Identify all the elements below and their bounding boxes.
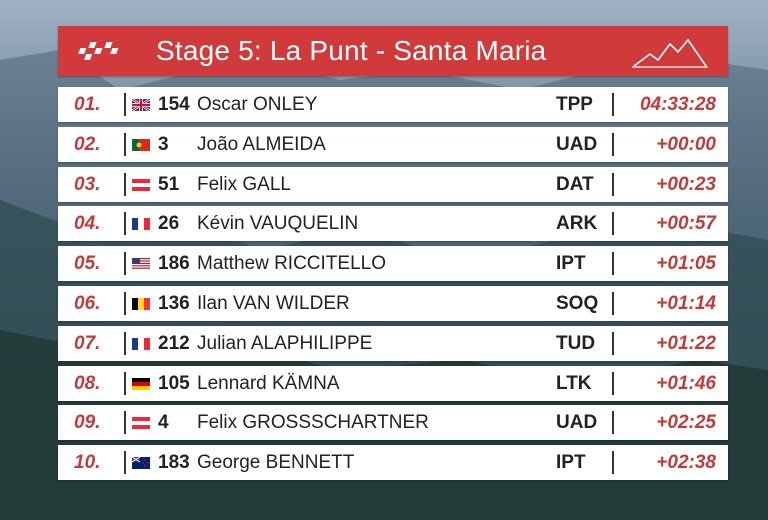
rider-name: Julian ALAPHILIPPE (197, 332, 373, 354)
position: 04. (74, 213, 101, 235)
bib-number: 3 (158, 133, 169, 155)
divider (124, 371, 126, 395)
divider (124, 132, 126, 156)
result-row: 02. 3 João ALMEIDA UAD +00:00 (58, 126, 728, 162)
at-flag-icon (132, 416, 150, 430)
rider-name: Kévin VAUQUELIN (197, 213, 359, 235)
divider (124, 291, 126, 315)
team-code: DAT (556, 173, 594, 195)
divider (124, 411, 126, 435)
divider (612, 252, 614, 276)
bib-number: 154 (158, 94, 190, 115)
team-code: IPT (556, 253, 586, 275)
result-row: 09. 4 Felix GROSSSCHARTNER UAD +02:25 (58, 405, 728, 441)
team-code: SOQ (556, 292, 599, 314)
nz-flag-icon (131, 456, 150, 470)
us-flag-icon (132, 257, 150, 271)
position: 07. (74, 332, 101, 354)
time-gap: +00:00 (656, 133, 716, 155)
bib-number: 183 (158, 452, 190, 474)
rider-name: Matthew RICCITELLO (197, 253, 386, 275)
fr-flag-icon (132, 337, 150, 350)
divider (612, 411, 614, 435)
time-gap: +02:25 (656, 412, 716, 434)
team-code: UAD (556, 412, 598, 434)
time-gap: +01:05 (656, 253, 716, 275)
divider (612, 371, 614, 395)
time-gap: +00:57 (656, 213, 716, 235)
result-row: 10. 183 George BENNETT IPT +02:38 (58, 445, 728, 481)
team-code: IPT (556, 452, 586, 474)
rider-name: Lennard KÄMNA (197, 372, 340, 394)
divider (612, 172, 614, 196)
pt-flag-icon (132, 138, 150, 151)
rider-name: Ilan VAN WILDER (197, 292, 350, 314)
at-flag-icon (132, 178, 150, 191)
result-row: 04. 26 Kévin VAUQUELIN ARK +00:57 (58, 206, 728, 242)
bib-number: 4 (158, 412, 169, 434)
result-row: 06. 136 Ilan VAN WILDER SOQ +01:14 (58, 285, 728, 321)
position: 05. (74, 253, 101, 275)
bib-number: 212 (158, 332, 190, 354)
result-row: 05. 186 Matthew RICCITELLO IPT +01:05 (58, 246, 728, 282)
result-row: 01. 154 Oscar ONLEY TPP 04:33:28 (58, 87, 728, 122)
divider (124, 252, 126, 276)
time-gap: +01:14 (656, 292, 716, 314)
time-gap: 04:33:28 (639, 94, 716, 115)
team-code: TUD (556, 332, 596, 354)
mountain-profile-icon (632, 38, 708, 68)
bib-number: 186 (158, 253, 190, 275)
divider (612, 212, 614, 236)
divider (612, 132, 614, 156)
team-code: UAD (556, 133, 598, 155)
position: 01. (74, 94, 101, 115)
bib-number: 51 (158, 173, 180, 195)
bib-number: 26 (158, 213, 180, 235)
gb-flag-icon (131, 98, 151, 112)
divider (612, 291, 614, 315)
divider (124, 331, 126, 355)
rider-name: George BENNETT (197, 452, 355, 474)
time-gap: +01:22 (656, 332, 716, 354)
bib-number: 136 (158, 292, 190, 314)
team-code: ARK (556, 213, 598, 235)
results-list: 01. 154 Oscar ONLEY TPP 04:33:28 02. 3 João ALM… (58, 87, 728, 481)
stage-title: Stage 5: La Punt - Santa Maria (156, 35, 547, 66)
time-gap: +00:23 (656, 173, 716, 195)
divider (124, 451, 126, 475)
stage-header: Stage 5: La Punt - Santa Maria (58, 26, 728, 76)
divider (612, 331, 614, 355)
rider-name: Felix GROSSSCHARTNER (197, 412, 429, 434)
divider (612, 451, 614, 475)
rider-name: João ALMEIDA (197, 133, 326, 155)
de-flag-icon (132, 377, 150, 390)
position: 02. (74, 133, 101, 155)
result-row: 03. 51 Felix GALL DAT +00:23 (58, 166, 728, 202)
team-code: TPP (556, 94, 593, 115)
rider-name: Oscar ONLEY (197, 94, 318, 115)
divider (612, 93, 614, 116)
position: 09. (74, 412, 101, 434)
rider-name: Felix GALL (197, 173, 291, 195)
divider (124, 172, 126, 196)
divider (124, 93, 126, 116)
race-logo-icon (78, 42, 119, 60)
position: 03. (74, 173, 101, 195)
stage-results-panel: Stage 5: La Punt - Santa Maria 01. 154 Osc… (58, 26, 728, 485)
time-gap: +02:38 (656, 452, 716, 474)
team-code: LTK (556, 372, 592, 394)
bib-number: 105 (158, 372, 190, 394)
position: 08. (74, 372, 101, 394)
time-gap: +01:46 (656, 372, 716, 394)
position: 06. (74, 292, 101, 314)
result-row: 08. 105 Lennard KÄMNA LTK +01:46 (58, 365, 728, 401)
be-flag-icon (132, 297, 150, 310)
result-row: 07. 212 Julian ALAPHILIPPE TUD +01:22 (58, 325, 728, 361)
fr-flag-icon (132, 217, 150, 231)
divider (124, 212, 126, 236)
position: 10. (74, 452, 101, 474)
